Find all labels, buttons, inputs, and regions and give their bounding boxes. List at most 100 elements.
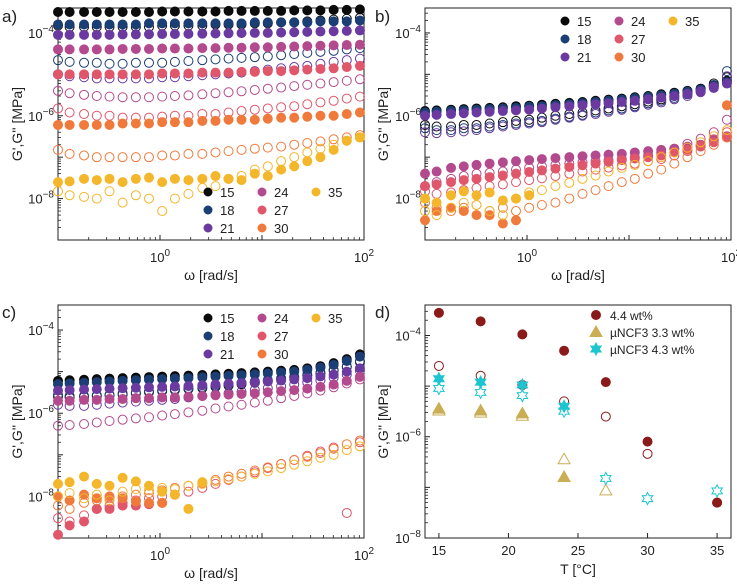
data-point-27-loss — [510, 177, 521, 188]
legend-label-35: 35 — [685, 14, 699, 29]
data-point-30-storage — [64, 495, 75, 506]
data-point-21-storage — [603, 98, 614, 109]
data-point-21-storage — [289, 374, 300, 385]
data-point-21-storage — [276, 27, 287, 38]
data-point-35-loss — [210, 181, 221, 192]
data-point-15-storage — [197, 6, 208, 17]
data-point-24-storage — [315, 381, 326, 392]
data-point-24-loss — [91, 91, 102, 102]
data-point-21-storage — [484, 106, 495, 117]
data-point-18-storage — [117, 19, 128, 30]
data-point-21-storage — [721, 78, 732, 89]
data-point-30-loss — [708, 139, 719, 150]
data-point-21-storage — [262, 27, 273, 38]
data-point-24-loss — [328, 77, 339, 88]
y-tick-label: 10−4 — [28, 321, 54, 338]
data-point-18-storage — [130, 19, 141, 30]
data-point-24-storage — [210, 43, 221, 54]
data-point-15-loss — [471, 119, 482, 130]
data-point-21-storage — [315, 371, 326, 382]
data-point-21-storage — [236, 28, 247, 39]
data-point-27-storage — [328, 63, 339, 74]
data-point-21-storage — [53, 29, 63, 40]
data-point-18-loss — [197, 55, 208, 66]
data-point-18-storage — [157, 18, 168, 29]
legend-label-27: 27 — [631, 32, 645, 47]
data-point-21-storage — [79, 384, 90, 395]
data-point-24-loss — [249, 397, 260, 408]
data-point-35-loss — [564, 177, 575, 188]
data-point-35-loss — [328, 139, 339, 150]
data-point-24-loss — [276, 393, 287, 404]
data-point-18-storage — [64, 19, 75, 30]
x-axis-label: ω [rad/s] — [551, 267, 605, 283]
data-point-21-loss — [536, 117, 547, 128]
data-point-24-storage — [262, 387, 273, 398]
data-point-35-storage — [262, 171, 273, 182]
x-tick-label: 102 — [354, 248, 374, 265]
data-point-21-storage — [446, 109, 457, 120]
data-point-21-storage — [91, 384, 102, 395]
data-point--NCF3-4-3-wt--storage — [432, 371, 446, 386]
data-point-18-storage — [223, 18, 234, 29]
data-point-21-loss — [682, 91, 693, 102]
data-point-24-storage — [91, 44, 102, 55]
data-point-35-storage — [64, 477, 75, 488]
data-point-35-storage — [157, 486, 168, 497]
data-point-30-loss — [603, 181, 614, 192]
legend-label-15: 15 — [220, 311, 234, 326]
data-point-35-loss — [117, 197, 128, 208]
legend-marker-18 — [560, 34, 570, 44]
data-point-15-storage — [104, 7, 115, 18]
data-point--NCF3-4-3-wt--loss — [516, 388, 529, 403]
data-point-35-loss — [315, 452, 326, 463]
x-tick-label: 100 — [150, 248, 170, 265]
data-point-35-loss — [354, 132, 365, 143]
data-point-35-storage — [497, 195, 508, 206]
data-point-27-loss — [328, 95, 339, 106]
data-point-35-storage — [471, 190, 482, 201]
data-point-35-storage — [91, 175, 102, 186]
data-point-35-loss — [497, 210, 508, 221]
data-point-30-loss — [79, 150, 90, 161]
data-point-35-loss — [262, 466, 273, 477]
panel-label: d) — [375, 303, 390, 322]
data-point-30-storage — [91, 119, 102, 130]
data-point-27-loss — [249, 104, 260, 115]
data-point-30-loss — [524, 202, 535, 213]
data-point-27-loss — [577, 166, 588, 177]
data-point-18-loss — [458, 123, 469, 134]
data-point-27-loss — [79, 109, 90, 120]
data-point-21-storage — [117, 383, 128, 394]
data-point--NCF3-4-3-wt--storage — [557, 399, 571, 414]
data-point-21-storage — [497, 106, 508, 117]
panel-a: 10−8 10−6 10−4 100 102 ω [rad/s] G',G'' [MPa] a… — [2, 4, 374, 283]
data-point-30-storage — [315, 110, 326, 121]
data-point-35-loss — [643, 156, 654, 167]
data-point-21-storage — [157, 29, 168, 40]
data-point-24-storage — [497, 157, 508, 168]
legend-label-18: 18 — [220, 203, 234, 218]
data-point-27-storage — [536, 165, 547, 176]
data-point-35-loss — [289, 459, 300, 470]
data-point-24-loss — [53, 420, 63, 431]
data-point-24-storage — [289, 41, 300, 52]
data-point-21-storage — [577, 100, 588, 111]
data-point-30-storage — [721, 100, 732, 111]
data-point-21-storage — [143, 29, 154, 40]
data-point-27-storage — [91, 69, 102, 80]
data-point-18-storage — [315, 16, 326, 27]
data-point-35-storage — [197, 173, 208, 184]
data-point-18-storage — [53, 19, 63, 30]
y-tick-label: 10−6 — [28, 107, 54, 124]
data-point-35-storage — [117, 177, 128, 188]
legend: 15 18 21 24 27 30 35 — [203, 185, 342, 236]
data-point-35-storage — [130, 476, 141, 487]
data-point-24-loss — [130, 413, 141, 424]
data-point-18-loss — [53, 55, 63, 66]
data-point-35-loss — [169, 484, 180, 495]
data-point-27-storage — [104, 503, 115, 514]
data-point-35-loss — [262, 161, 273, 172]
data-point--NCF3-4-3-wt--storage — [516, 377, 529, 393]
data-point-30-loss — [289, 455, 300, 466]
